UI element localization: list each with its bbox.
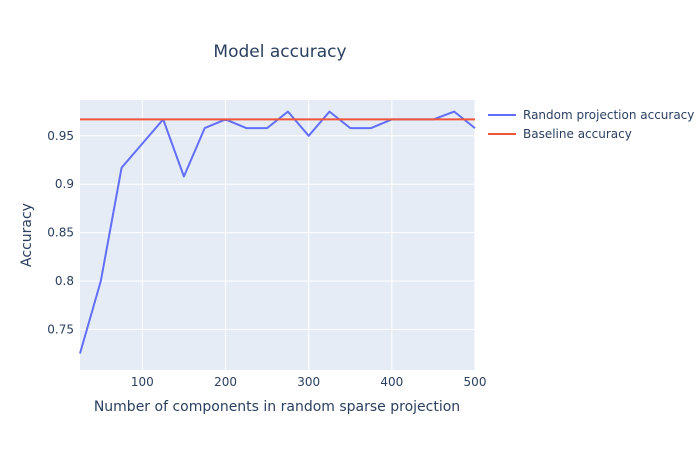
y-tick-label: 0.95 [47,129,74,143]
y-tick-label: 0.75 [47,322,74,336]
x-tick-label: 100 [131,375,154,389]
x-tick-label: 400 [380,375,403,389]
x-tick-label: 300 [297,375,320,389]
chart-title: Model accuracy [213,42,346,62]
y-tick-label: 0.8 [55,274,74,288]
x-axis-ticks: 100 200 300 400 500 [131,375,487,389]
x-tick-label: 200 [214,375,237,389]
legend-label: Baseline accuracy [523,127,632,141]
y-tick-label: 0.9 [55,177,74,191]
grid-lines [80,100,476,370]
plot-area [80,100,475,370]
x-tick-label: 500 [464,375,487,389]
legend-label: Random projection accuracy [523,108,694,122]
y-tick-label: 0.85 [47,226,74,240]
series-lines [79,110,476,354]
legend: Random projection accuracy Baseline accur… [488,108,694,141]
legend-item-random-projection-accuracy[interactable]: Random projection accuracy [488,108,694,122]
y-axis-ticks: 0.75 0.8 0.85 0.9 0.95 [47,129,74,337]
y-axis-title: Accuracy [19,203,35,267]
x-axis-title: Number of components in random sparse pr… [94,399,460,415]
legend-item-baseline-accuracy[interactable]: Baseline accuracy [488,127,632,141]
